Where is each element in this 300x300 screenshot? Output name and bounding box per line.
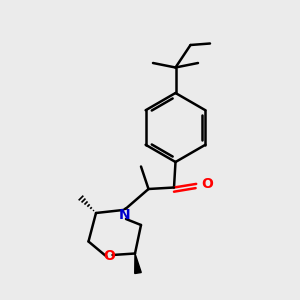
Text: N: N: [119, 208, 130, 221]
Text: O: O: [201, 178, 213, 191]
Text: O: O: [103, 250, 116, 263]
Polygon shape: [135, 254, 141, 274]
